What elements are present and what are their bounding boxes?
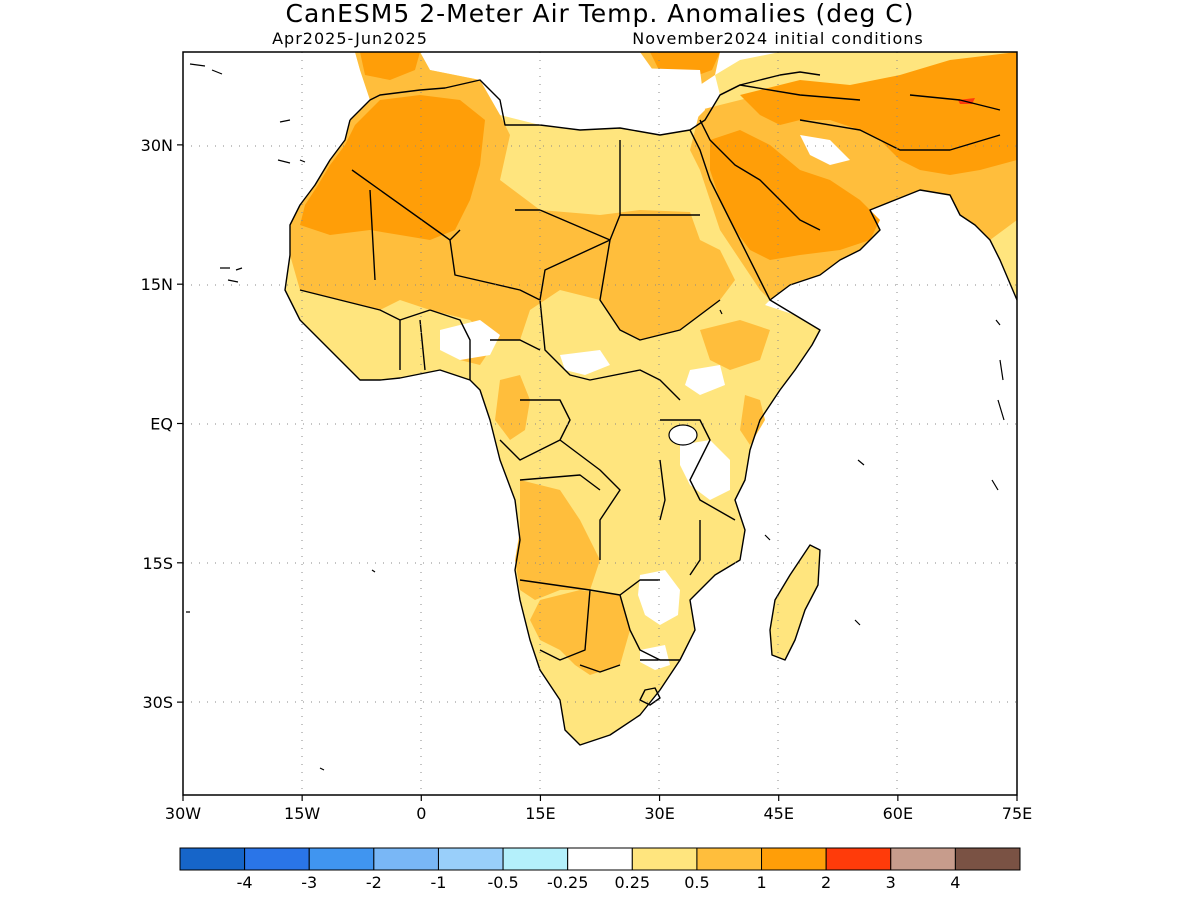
map-area <box>183 52 1017 795</box>
colorbar-swatch <box>954 847 1021 871</box>
near-zero-patches <box>440 52 850 670</box>
x-tick-label: 15W <box>284 804 320 823</box>
colorbar-label: 4 <box>950 873 960 892</box>
x-tick-label: 60E <box>883 804 913 823</box>
lake-victoria <box>668 424 698 446</box>
colorbar-label: 0.5 <box>684 873 709 892</box>
x-tick-label: 75E <box>1002 804 1032 823</box>
colorbar-swatch <box>502 847 569 871</box>
colorbar-swatch <box>696 847 763 871</box>
y-tick-label: EQ <box>150 415 173 434</box>
x-tick-label: 30W <box>165 804 201 823</box>
map-title: CanESM5 2-Meter Air Temp. Anomalies (deg… <box>286 0 915 28</box>
y-tick-label: 15N <box>141 275 173 294</box>
initial-conditions-subtitle: November2024 initial conditions <box>632 29 923 48</box>
colorbar-label: -0.5 <box>487 873 518 892</box>
x-tick-label: 45E <box>763 804 793 823</box>
colorbar-swatch <box>631 847 698 871</box>
colorbar: -4 -3 -2 -1 -0.5 -0.25 0.25 0.5 1 2 3 4 <box>179 847 1021 892</box>
x-tick-label: 15E <box>525 804 555 823</box>
x-tick-label: 30E <box>644 804 674 823</box>
x-axis: 30W 15W 0 15E 30E 45E 60E 75E <box>165 795 1032 823</box>
madagascar-region <box>770 545 820 660</box>
y-tick-label: 30N <box>141 136 173 155</box>
colorbar-label: 3 <box>886 873 896 892</box>
y-tick-label: 30S <box>142 693 173 712</box>
lat-lon-grid <box>183 52 1017 795</box>
period-subtitle: Apr2025-Jun2025 <box>272 29 428 48</box>
colorbar-swatch <box>567 847 633 871</box>
colorbar-swatch <box>179 847 246 871</box>
colorbar-label: 1 <box>756 873 766 892</box>
colorbar-swatch <box>437 847 504 871</box>
colorbar-label: -0.25 <box>547 873 588 892</box>
small-islands <box>186 63 1005 771</box>
colorbar-swatch <box>308 847 375 871</box>
colorbar-swatch <box>890 847 956 871</box>
x-tick-label: 0 <box>416 804 426 823</box>
colorbar-swatch <box>373 847 439 871</box>
colorbar-label: -4 <box>237 873 253 892</box>
colorbar-label: -3 <box>301 873 317 892</box>
colorbar-swatch <box>244 847 310 871</box>
colorbar-label: 0.25 <box>614 873 650 892</box>
y-axis: 30N 15N EQ 15S 30S <box>141 136 183 712</box>
y-tick-label: 15S <box>142 554 173 573</box>
colorbar-label: 2 <box>821 873 831 892</box>
colorbar-swatch <box>761 847 827 871</box>
coastline-and-borders <box>284 71 1017 746</box>
colorbar-swatch <box>825 847 892 871</box>
anomaly-1-2-regions <box>300 52 1017 260</box>
colorbar-label: -1 <box>430 873 446 892</box>
colorbar-label: -2 <box>366 873 382 892</box>
